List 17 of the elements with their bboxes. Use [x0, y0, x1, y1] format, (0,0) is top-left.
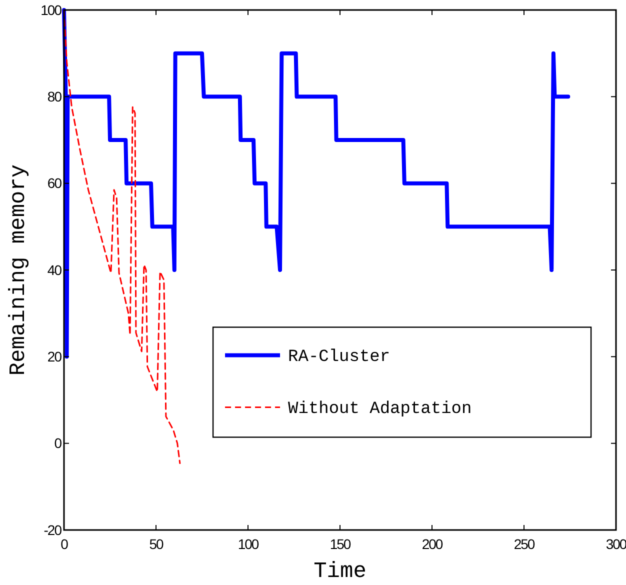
x-tick-label: 300 — [606, 536, 626, 552]
x-tick-label: 200 — [422, 536, 444, 552]
y-tick-label: 80 — [47, 88, 62, 105]
legend-label: RA-Cluster — [288, 348, 390, 368]
y-tick-label: 60 — [47, 175, 62, 192]
y-axis-title: Remaining memory — [6, 164, 31, 376]
x-tick-label: 100 — [238, 536, 260, 552]
x-tick-label: 50 — [149, 536, 164, 552]
y-tick-label: 20 — [47, 348, 62, 365]
x-tick-label: 150 — [330, 536, 352, 552]
x-axis-title: Time — [314, 559, 366, 584]
y-tick-label: 100 — [40, 2, 62, 18]
y-tick-label: -20 — [44, 522, 62, 538]
x-tick-label: 250 — [514, 536, 536, 552]
y-tick-label: 0 — [54, 435, 62, 452]
legend-label: Without Adaptation — [288, 400, 472, 420]
y-tick-label: 40 — [47, 262, 62, 278]
